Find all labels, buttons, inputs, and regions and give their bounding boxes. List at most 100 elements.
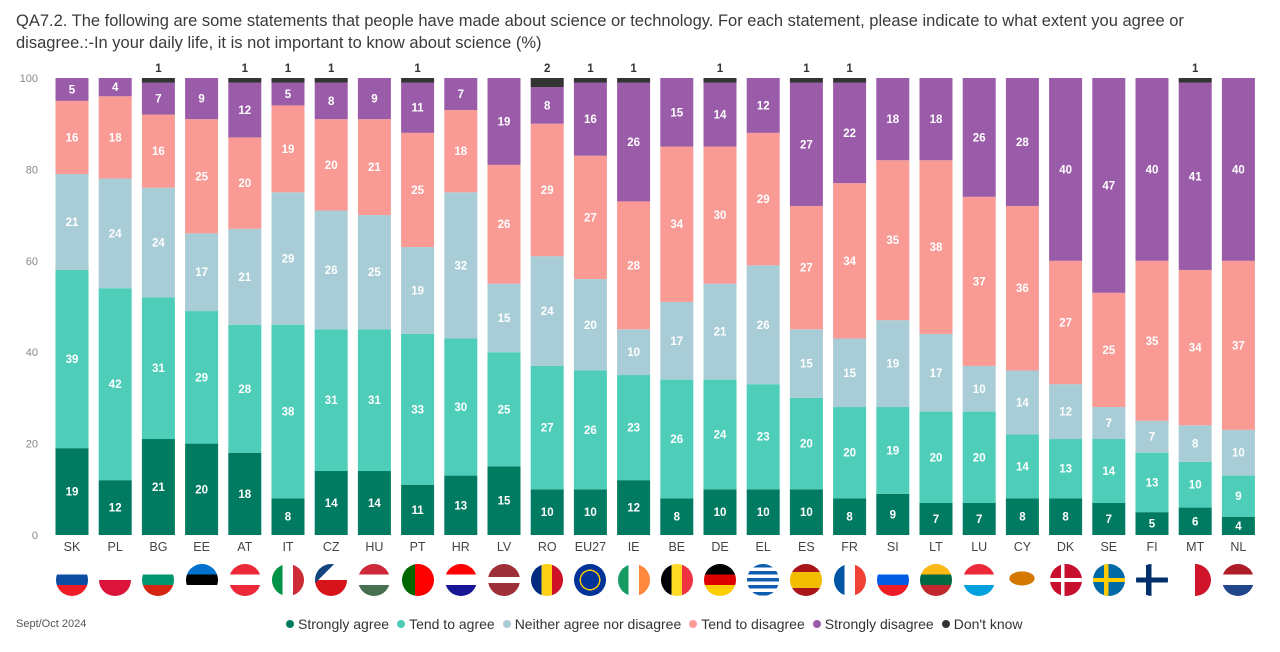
legend-label: Neither agree nor disagree	[514, 616, 682, 632]
x-tick-label: HR	[452, 540, 470, 554]
data-label: 8	[544, 100, 551, 112]
data-label: 7	[933, 514, 939, 526]
legend-label: Strongly disagree	[824, 616, 934, 632]
legend-item: Tend to agree	[397, 616, 495, 632]
data-label: 25	[368, 267, 381, 279]
data-label: 20	[238, 178, 251, 190]
data-label: 19	[886, 359, 899, 371]
data-label: 26	[325, 265, 338, 277]
flag-icon	[56, 564, 88, 596]
bar-segment	[55, 269, 89, 449]
data-label: 16	[584, 114, 597, 126]
dont-know-label: 1	[328, 63, 335, 75]
data-label: 25	[498, 404, 511, 416]
bar-segment	[617, 375, 651, 481]
data-label: 19	[411, 286, 424, 298]
x-tick-label: EL	[756, 540, 771, 554]
bar-segment	[617, 201, 651, 330]
bar-segment	[660, 301, 694, 380]
data-label: 23	[757, 432, 770, 444]
bar-segment	[789, 489, 823, 535]
bar-segment	[185, 443, 219, 535]
bar-segment	[789, 397, 823, 490]
dont-know-label: 1	[1192, 63, 1199, 75]
bar-segment	[98, 288, 132, 481]
bar-segment	[530, 365, 564, 490]
data-label: 23	[627, 423, 640, 435]
bar-segment	[1221, 429, 1255, 476]
bar-segment	[919, 503, 953, 535]
bar-segment	[1178, 82, 1212, 270]
x-tick-label: LV	[497, 540, 512, 554]
bar-segment	[703, 379, 737, 490]
data-label: 5	[1149, 519, 1156, 531]
data-label: 20	[325, 160, 338, 172]
country-flags	[0, 562, 1280, 602]
bar-segment	[401, 132, 435, 248]
bar-segment	[141, 114, 175, 188]
bar-segment	[271, 498, 305, 535]
bar-segment	[1005, 370, 1039, 435]
data-label: 17	[930, 368, 943, 380]
flag-icon	[1092, 564, 1125, 596]
data-label: 37	[973, 276, 986, 288]
data-label: 18	[454, 146, 467, 158]
bar-segment	[1178, 78, 1212, 83]
bar-segment	[789, 329, 823, 398]
y-tick-label: 100	[20, 73, 38, 85]
bar-segment	[1221, 260, 1255, 430]
bar-segment	[1221, 78, 1255, 261]
bar-segment	[746, 78, 780, 133]
x-tick-label: FR	[841, 540, 858, 554]
data-label: 21	[368, 162, 381, 174]
bar-segment	[141, 439, 175, 535]
legend-swatch	[812, 620, 821, 628]
data-label: 20	[195, 484, 208, 496]
data-label: 14	[1016, 397, 1029, 409]
data-label: 24	[109, 228, 122, 240]
bar-segment	[833, 498, 867, 535]
data-label: 14	[368, 498, 381, 510]
bar-segment	[919, 333, 953, 412]
x-tick-label: DK	[1057, 540, 1075, 554]
data-label: 15	[800, 359, 813, 371]
bar-segment	[962, 503, 996, 535]
data-label: 15	[670, 107, 683, 119]
bar-segment	[185, 311, 219, 444]
x-tick-label: IE	[628, 540, 640, 554]
data-label: 33	[411, 404, 424, 416]
bar-segment	[1049, 439, 1083, 499]
bar-segment	[141, 82, 175, 115]
bar-segment	[789, 78, 823, 83]
data-label: 15	[843, 368, 856, 380]
dont-know-label: 1	[846, 63, 853, 75]
data-label: 32	[454, 260, 467, 272]
flag-icon	[876, 564, 909, 596]
data-label: 19	[66, 487, 79, 499]
data-label: 7	[1149, 432, 1155, 444]
bar-segment	[1178, 425, 1212, 462]
data-label: 22	[843, 128, 856, 140]
x-tick-label: RO	[538, 540, 557, 554]
bar-segment	[919, 160, 953, 334]
bar-segment	[228, 82, 262, 138]
data-label: 26	[757, 320, 770, 332]
x-tick-label: ES	[798, 540, 815, 554]
data-label: 28	[1016, 137, 1029, 149]
x-tick-label: MT	[1186, 540, 1204, 554]
bar-segment	[1005, 205, 1039, 371]
bar-segment	[357, 119, 391, 216]
bar-segment	[1049, 384, 1083, 440]
flag-icon	[790, 564, 823, 596]
x-tick-label: EU27	[575, 540, 606, 554]
flag-icon	[920, 564, 952, 596]
data-label: 20	[973, 452, 986, 464]
data-label: 20	[930, 452, 943, 464]
data-label: 40	[1232, 164, 1245, 176]
data-label: 9	[371, 94, 377, 106]
bar-segment	[357, 329, 391, 472]
data-label: 10	[800, 507, 813, 519]
bar-segment	[573, 370, 607, 490]
bar-segment	[444, 475, 478, 535]
data-label: 12	[109, 503, 122, 515]
